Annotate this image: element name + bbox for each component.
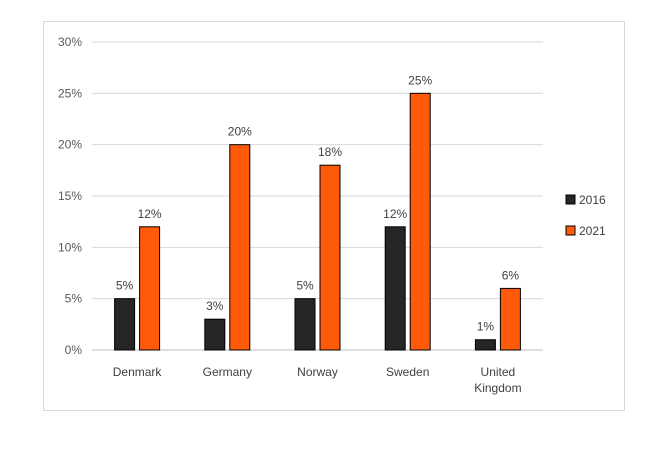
bar-2016: [384, 226, 406, 351]
data-label: 5%: [296, 279, 314, 293]
y-tick-label: 30%: [58, 35, 82, 49]
data-label: 5%: [116, 279, 134, 293]
bar-2016: [474, 339, 496, 351]
data-label: 1%: [477, 320, 495, 334]
bar-2021: [409, 92, 431, 351]
data-label: 20%: [228, 125, 252, 139]
bar-2016: [114, 298, 136, 351]
data-label: 18%: [318, 145, 342, 159]
bar-2021: [499, 287, 521, 351]
legend-label: 2016: [579, 193, 606, 207]
legend-label: 2021: [579, 224, 606, 238]
x-tick-label: Denmark: [113, 365, 163, 379]
data-label: 12%: [138, 207, 162, 221]
data-label: 12%: [383, 207, 407, 221]
x-tick-label: Norway: [297, 365, 338, 379]
bar-2021: [139, 226, 161, 351]
legend-swatch-2016: [565, 194, 576, 205]
data-label: 25%: [408, 73, 432, 87]
data-label: 3%: [206, 299, 224, 313]
bar-2016: [204, 318, 226, 351]
x-tick-label: Germany: [203, 365, 252, 379]
y-tick-label: 10%: [58, 240, 82, 254]
y-tick-label: 0%: [65, 343, 83, 357]
x-tick-label: United: [481, 365, 516, 379]
y-tick-label: 15%: [58, 189, 82, 203]
x-tick-label: Kingdom: [474, 381, 521, 395]
x-tick-label: Sweden: [386, 365, 429, 379]
y-tick-label: 20%: [58, 138, 82, 152]
y-tick-label: 5%: [65, 292, 83, 306]
data-label: 6%: [502, 268, 520, 282]
bar-2021: [319, 164, 341, 351]
bar-2016: [294, 298, 316, 351]
y-tick-label: 25%: [58, 86, 82, 100]
legend-swatch-2021: [565, 225, 576, 236]
bar-2021: [229, 144, 251, 351]
